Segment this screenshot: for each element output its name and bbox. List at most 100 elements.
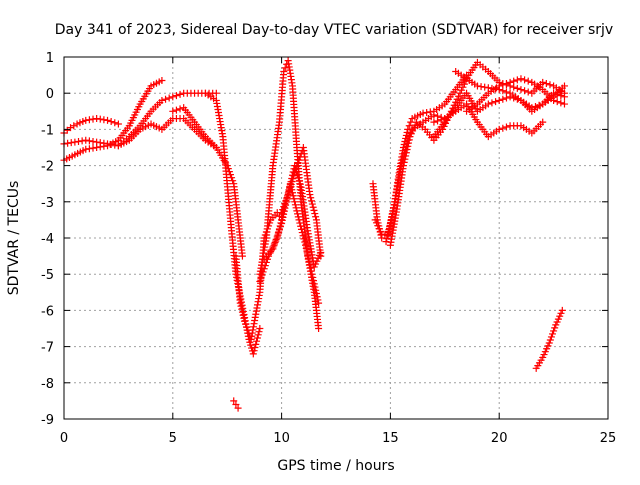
y-tick-label: -8 — [41, 377, 54, 392]
interp-point — [78, 137, 86, 145]
interp-point — [238, 308, 246, 316]
interp-point — [310, 280, 318, 288]
interp-point — [111, 119, 119, 127]
interp-point — [296, 219, 304, 227]
interp-point — [293, 168, 301, 176]
data-point — [284, 191, 292, 199]
interp-point — [254, 331, 262, 339]
y-axis-label: SDTVAR / TECUs — [6, 181, 22, 296]
interp-point — [460, 80, 468, 88]
data-point — [104, 140, 112, 148]
interp-point — [258, 271, 266, 279]
data-point — [306, 191, 314, 199]
interp-point — [251, 344, 259, 352]
interp-point — [312, 286, 320, 294]
interp-point — [312, 213, 320, 221]
interp-point — [96, 115, 104, 123]
interp-point — [255, 328, 263, 336]
interp-point — [289, 192, 297, 200]
interp-point — [499, 81, 507, 89]
interp-point — [290, 195, 298, 203]
data-point — [158, 77, 166, 85]
data-point — [517, 75, 525, 83]
interp-point — [107, 140, 115, 148]
data-point — [93, 115, 101, 123]
data-point — [315, 325, 323, 332]
series-outlier-1 — [230, 397, 242, 412]
data-point — [295, 216, 303, 224]
interp-point — [239, 311, 247, 319]
data-point — [234, 404, 242, 412]
interp-point — [96, 139, 104, 147]
series-arc-5 — [169, 104, 246, 260]
interp-point — [481, 83, 489, 91]
interp-point — [293, 207, 301, 215]
interp-point — [437, 116, 445, 124]
x-tick-label: 5 — [169, 431, 177, 446]
interp-point — [238, 305, 246, 313]
interp-point — [546, 336, 554, 344]
data-point — [430, 111, 438, 119]
data-point — [560, 93, 568, 101]
y-tick-label: -2 — [41, 160, 54, 175]
interp-point — [292, 165, 300, 173]
interp-point — [237, 302, 245, 310]
data-point — [212, 89, 220, 97]
data-point — [550, 96, 558, 104]
interp-point — [100, 116, 108, 124]
interp-point — [553, 98, 561, 106]
interp-point — [546, 81, 554, 89]
data-point — [456, 89, 464, 97]
interp-point — [89, 144, 97, 152]
interp-point — [283, 194, 291, 202]
interp-point — [549, 330, 557, 338]
interp-point — [499, 124, 507, 132]
interp-point — [165, 94, 173, 102]
interp-point — [308, 197, 316, 205]
interp-point — [557, 92, 565, 100]
interp-point — [403, 146, 411, 154]
data-point — [560, 100, 568, 108]
interp-point — [85, 145, 93, 153]
y-tick-label: 1 — [46, 51, 54, 66]
interp-point — [240, 314, 248, 322]
data-point — [71, 138, 79, 146]
interp-point — [280, 203, 288, 211]
data-point — [278, 209, 286, 217]
interp-point — [502, 123, 510, 131]
interp-point — [75, 137, 83, 145]
data-point — [169, 93, 177, 101]
data-point — [302, 241, 310, 249]
interp-point — [242, 320, 250, 328]
interp-point — [295, 177, 303, 185]
data-point — [93, 138, 101, 146]
interp-point — [423, 109, 431, 117]
x-tick-label: 10 — [273, 431, 290, 446]
interp-point — [89, 137, 97, 145]
interp-point — [457, 86, 465, 94]
interp-point — [426, 108, 434, 116]
interp-point — [259, 268, 267, 276]
interp-point — [176, 105, 184, 113]
interp-point — [172, 92, 180, 100]
x-tick-label: 20 — [491, 431, 508, 446]
interp-point — [403, 128, 411, 136]
data-point — [315, 299, 323, 307]
interp-point — [85, 137, 93, 145]
x-tick-label: 15 — [382, 431, 399, 446]
data-point — [269, 245, 277, 253]
interp-point — [261, 262, 269, 270]
interp-point — [307, 267, 315, 275]
series-arc-8 — [386, 58, 568, 249]
interp-point — [405, 136, 413, 144]
data-point — [473, 82, 481, 90]
interp-point — [459, 83, 467, 91]
data-point — [158, 96, 166, 104]
interp-point — [402, 149, 410, 157]
interp-point — [311, 210, 319, 218]
interp-point — [67, 139, 75, 147]
interp-point — [294, 213, 302, 221]
interp-point — [172, 106, 180, 114]
